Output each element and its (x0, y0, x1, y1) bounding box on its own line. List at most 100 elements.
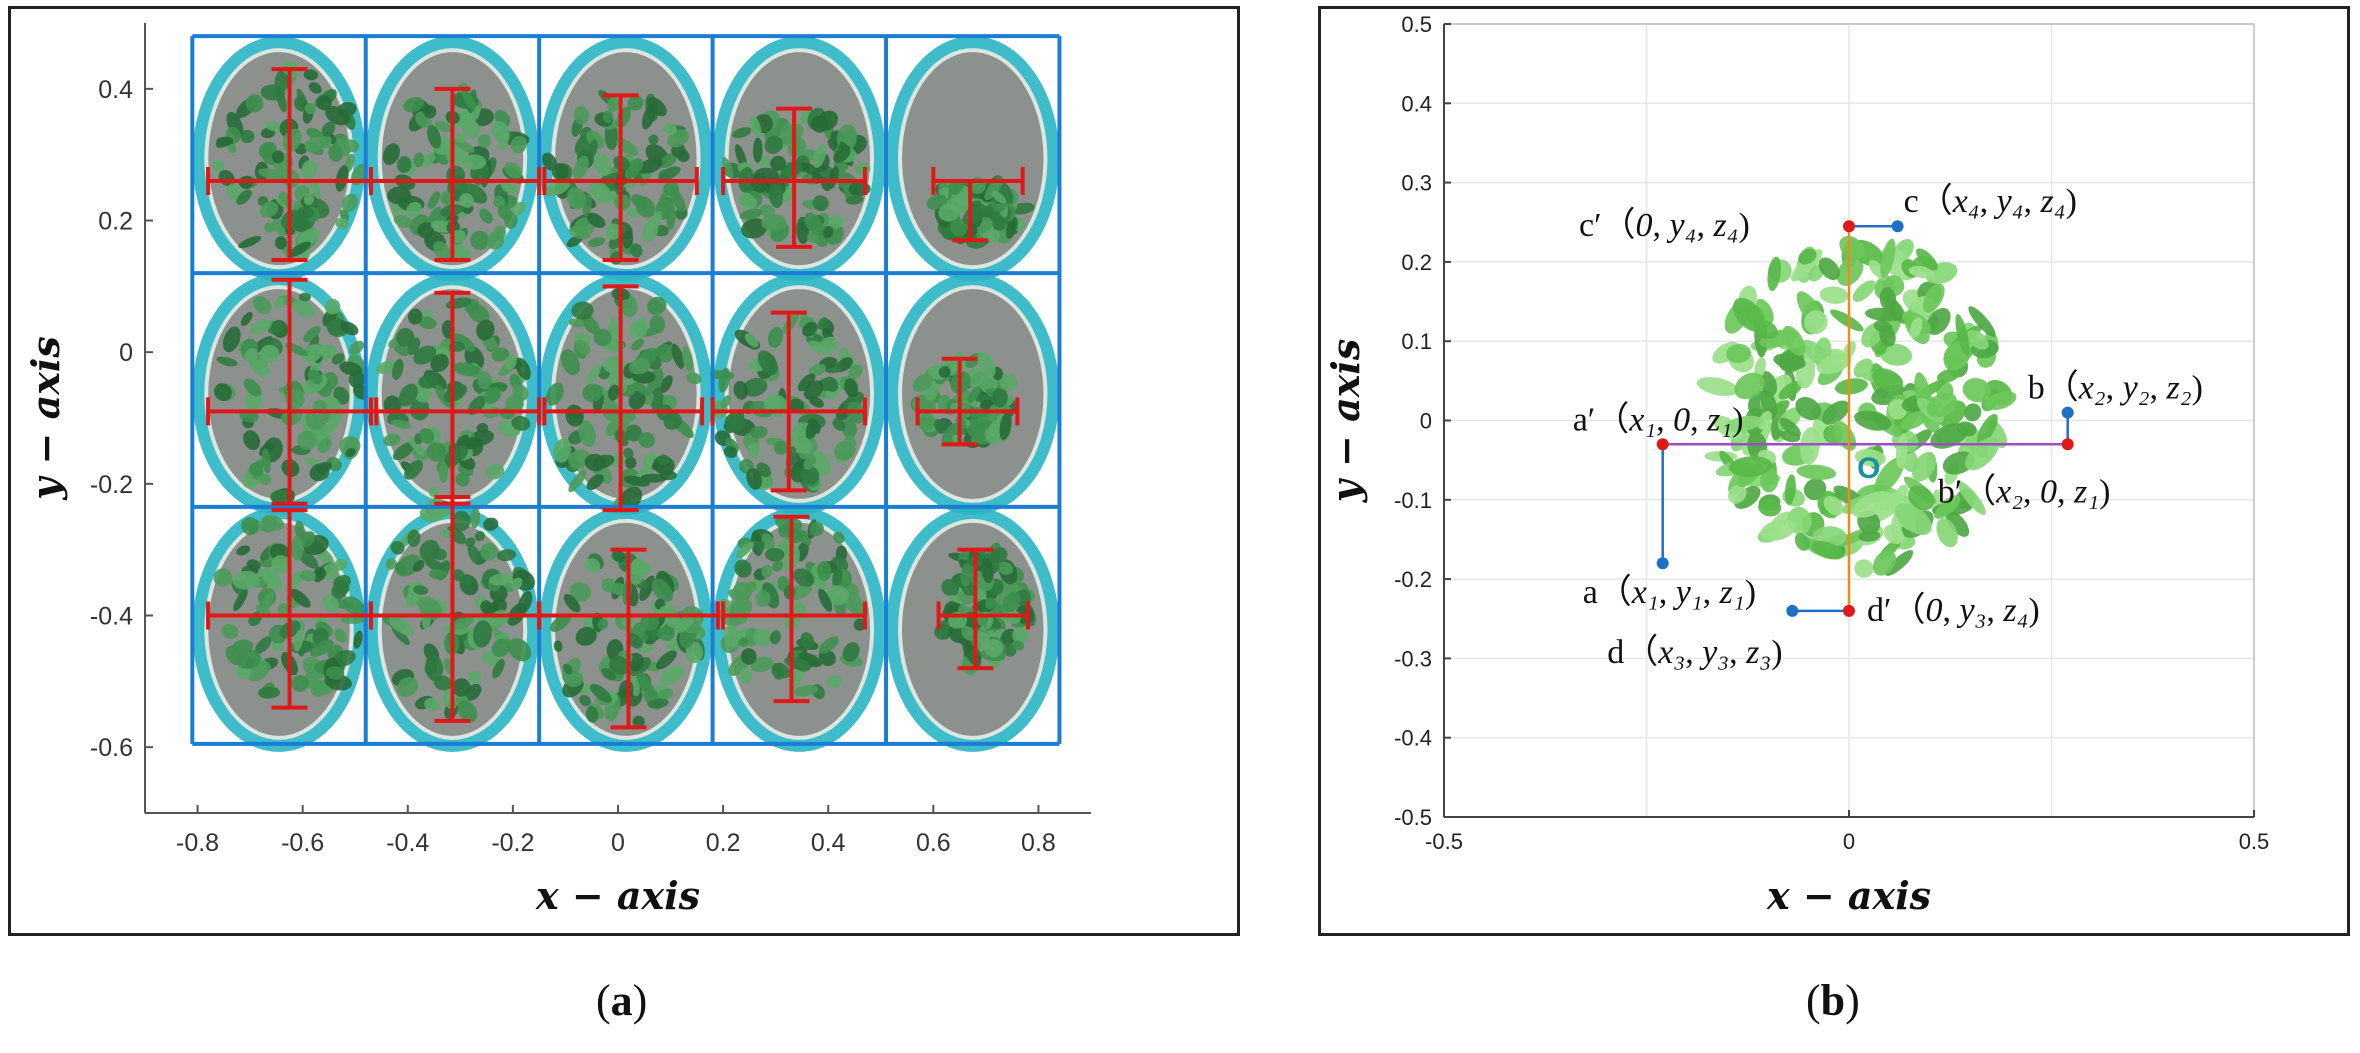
leaf (410, 397, 430, 421)
point-annotation-label: a′ (1573, 401, 1596, 438)
leaf (1854, 559, 1874, 578)
annotation-coordinate: z₄ (2002, 592, 2028, 629)
x-tick-label: -0.2 (491, 829, 534, 857)
leaf (968, 384, 981, 404)
leaf (1830, 309, 1864, 332)
leaf (321, 563, 339, 581)
y-tick-label: 0.4 (98, 76, 133, 104)
leaf (597, 618, 609, 630)
leaf (491, 638, 511, 657)
leaf (637, 158, 663, 174)
annotation-close-paren: ) (1739, 207, 1750, 244)
leaf (438, 461, 449, 484)
leaf (258, 591, 274, 617)
leaf (769, 630, 781, 645)
leaf (216, 136, 234, 146)
leaf (809, 363, 826, 376)
leaf (1725, 415, 1763, 432)
leaf (480, 542, 498, 561)
annotation-close-paren: ) (2066, 183, 2077, 220)
caption-a-letter: a (610, 976, 633, 1025)
leaf (996, 561, 1014, 575)
leaf (1873, 320, 1893, 334)
y-tick-label: 0.3 (1401, 171, 1432, 196)
leaf (1966, 329, 1989, 350)
point-annotation-label: d′ (1867, 592, 1891, 629)
leaf (1957, 481, 1986, 515)
leaf (383, 433, 401, 447)
x-tick-label: -0.5 (1425, 829, 1463, 854)
leaf (298, 292, 311, 302)
y-tick-label: 0.1 (1401, 329, 1432, 354)
leaf (1696, 377, 1739, 396)
leaf (390, 540, 405, 555)
leaf (254, 636, 272, 654)
leaf (797, 373, 816, 392)
leaf (244, 348, 258, 363)
leaf (310, 639, 334, 657)
leaf (769, 183, 784, 209)
point-marker (1891, 220, 1904, 233)
leaf (406, 201, 422, 218)
leaf (253, 295, 272, 315)
leaf (733, 380, 749, 400)
leaf (326, 407, 343, 433)
leaf (1819, 286, 1849, 304)
leaf (755, 590, 771, 607)
leaf (976, 351, 996, 378)
leaf (272, 150, 285, 164)
leaf (382, 143, 400, 165)
leaf (301, 344, 323, 363)
leaf (270, 490, 287, 504)
leaf (504, 162, 523, 179)
leaf (912, 373, 933, 393)
leaf (938, 366, 951, 378)
leaf (941, 578, 960, 597)
leaf (301, 160, 318, 179)
leaf (238, 235, 262, 249)
leaf (800, 162, 820, 176)
leaf (479, 208, 493, 224)
leaf (631, 558, 647, 575)
leaf (1895, 433, 1908, 469)
leaf (1885, 550, 1914, 576)
leaf (803, 454, 817, 470)
leaf (1821, 400, 1850, 425)
leaf (407, 308, 423, 325)
leaf (515, 357, 531, 380)
leaf (585, 706, 599, 723)
leaf (809, 521, 824, 537)
leaf (571, 301, 594, 320)
point-annotation-label: b′ (1938, 473, 1962, 510)
leaf (800, 632, 815, 650)
pot-pointcloud (886, 273, 1060, 515)
leaf (588, 139, 598, 158)
leaf (586, 212, 606, 228)
leaf (730, 597, 753, 619)
leaf (477, 370, 492, 390)
leaf (498, 123, 509, 151)
leaf (1794, 532, 1810, 551)
annotation-open-paren: （ (2045, 369, 2079, 407)
leaf (292, 298, 315, 318)
leaf (569, 226, 590, 240)
leaf (805, 419, 818, 439)
leaf (243, 378, 262, 397)
leaf (544, 180, 571, 197)
leaf (638, 432, 655, 448)
leaf (1936, 368, 1960, 383)
leaf (623, 475, 650, 487)
leaf (575, 626, 597, 646)
leaf (848, 364, 863, 380)
leaf (413, 152, 424, 168)
leaf (303, 69, 319, 81)
x-tick-label: -0.6 (281, 829, 324, 857)
leaf (221, 624, 239, 639)
leaf (325, 666, 345, 680)
leaf (472, 620, 492, 648)
leaf (566, 187, 586, 210)
point-annotation-label: c′ (1579, 207, 1602, 244)
leaf (593, 328, 612, 347)
leaf (497, 205, 513, 221)
leaf (818, 588, 833, 612)
